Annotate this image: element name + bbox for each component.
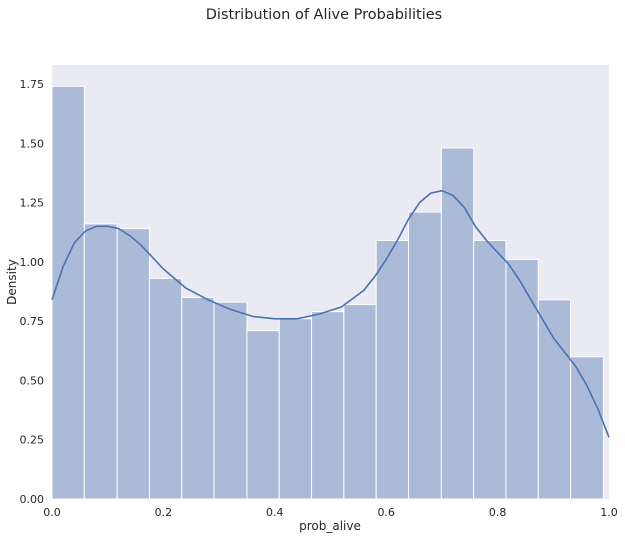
histogram-bar — [570, 356, 604, 500]
y-tick-labels: 0.00 0.25 0.50 0.75 1.00 1.25 1.50 1.75 — [20, 78, 45, 506]
chart-title: Distribution of Alive Probabilities — [206, 7, 442, 23]
histogram-bar — [537, 299, 572, 500]
x-tick-label: 0.6 — [377, 506, 395, 519]
y-tick-label: 0.25 — [20, 434, 45, 447]
histogram-bar — [148, 277, 183, 500]
y-tick-label: 1.50 — [20, 137, 45, 150]
histogram-bar — [407, 211, 442, 500]
kde-line — [51, 189, 610, 438]
x-axis-label: prob_alive — [299, 519, 361, 533]
histogram-bar — [278, 318, 313, 500]
histogram-bar — [51, 85, 85, 500]
histogram-bar — [473, 239, 507, 500]
histogram-bar — [246, 330, 280, 500]
histogram-bar — [181, 296, 215, 500]
y-tick-label: 0.50 — [20, 374, 45, 387]
y-tick-label: 1.75 — [20, 78, 45, 91]
x-tick-label: 0.4 — [266, 506, 284, 519]
histogram-bar — [505, 258, 539, 500]
y-tick-label: 1.00 — [20, 256, 45, 269]
histogram-bar — [375, 239, 409, 500]
x-tick-label: 0.8 — [489, 506, 507, 519]
histogram-bar — [116, 228, 150, 500]
y-tick-label: 1.25 — [20, 197, 45, 210]
histogram-bar — [213, 301, 248, 500]
y-axis-label: Density — [5, 259, 19, 305]
histogram-bars — [51, 85, 604, 500]
y-tick-label: 0.75 — [20, 315, 45, 328]
x-tick-label: 0.2 — [155, 506, 173, 519]
x-tick-label: 1.0 — [600, 506, 618, 519]
y-tick-label: 0.00 — [20, 493, 45, 506]
x-tick-label: 0.0 — [43, 506, 61, 519]
histogram-bar — [343, 304, 377, 500]
histogram-bar — [83, 223, 118, 500]
x-tick-labels: 0.0 0.2 0.4 0.6 0.8 1.0 — [43, 506, 618, 519]
histogram-bar — [440, 147, 475, 500]
histogram-bar — [311, 311, 345, 500]
